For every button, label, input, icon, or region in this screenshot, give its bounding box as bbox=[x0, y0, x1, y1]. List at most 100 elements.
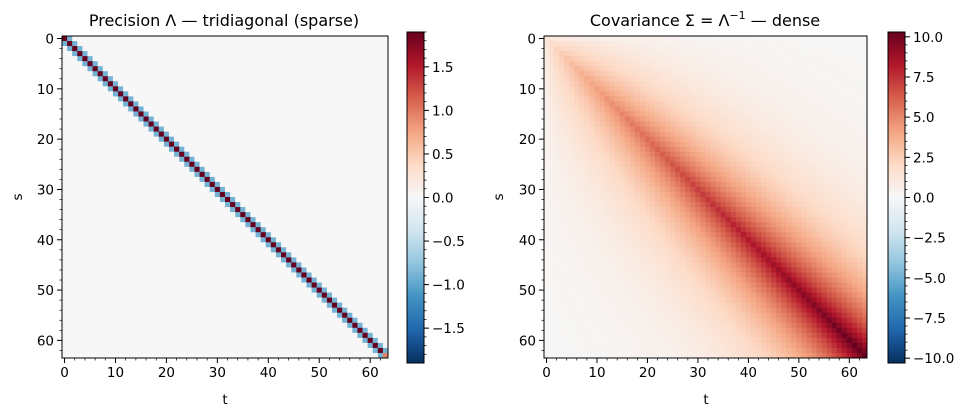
heatmap-cell bbox=[372, 237, 379, 243]
heatmap-cell bbox=[260, 126, 267, 132]
heatmap-cell bbox=[347, 111, 353, 117]
heatmap-cell bbox=[584, 81, 590, 87]
heatmap-cell bbox=[750, 46, 757, 52]
heatmap-cell bbox=[118, 242, 124, 248]
heatmap-cell bbox=[695, 81, 701, 87]
heatmap-cell bbox=[163, 202, 170, 208]
heatmap-cell bbox=[761, 46, 767, 52]
heatmap-cell bbox=[112, 297, 119, 304]
heatmap-cell bbox=[82, 272, 88, 278]
heatmap-cell bbox=[579, 71, 585, 77]
heatmap-cell bbox=[184, 156, 190, 163]
heatmap-cell bbox=[245, 131, 251, 138]
heatmap-cell bbox=[806, 56, 812, 62]
heatmap-cell bbox=[367, 322, 374, 329]
heatmap-cell bbox=[82, 312, 88, 319]
heatmap-cell bbox=[321, 171, 328, 178]
heatmap-cell bbox=[219, 116, 226, 122]
heatmap-cell bbox=[148, 347, 155, 354]
heatmap-cell bbox=[219, 347, 226, 354]
heatmap-cell bbox=[291, 202, 297, 208]
heatmap-cell bbox=[245, 272, 251, 278]
heatmap-cell bbox=[209, 297, 216, 304]
colorbar-swatch bbox=[407, 147, 424, 152]
colorbar-swatch bbox=[407, 172, 424, 176]
heatmap-cell bbox=[554, 51, 560, 57]
heatmap-cell bbox=[184, 347, 190, 354]
heatmap-cell bbox=[133, 312, 139, 319]
heatmap-cell bbox=[275, 262, 282, 268]
heatmap-cell bbox=[250, 247, 256, 253]
colorbar-swatch bbox=[407, 222, 424, 226]
heatmap-cell bbox=[62, 327, 68, 334]
heatmap-cell bbox=[569, 56, 575, 62]
heatmap-cell bbox=[189, 212, 195, 218]
heatmap-cell bbox=[204, 81, 211, 87]
heatmap-cell bbox=[786, 81, 792, 87]
heatmap-cell bbox=[372, 116, 379, 122]
heatmap-cell bbox=[67, 126, 73, 132]
heatmap-cell bbox=[128, 327, 134, 334]
heatmap-cell bbox=[138, 307, 144, 314]
heatmap-cell bbox=[372, 121, 379, 127]
heatmap-cell bbox=[153, 282, 160, 288]
heatmap-cell bbox=[265, 217, 272, 223]
heatmap-cell bbox=[851, 51, 858, 57]
heatmap-cell bbox=[265, 247, 272, 253]
heatmap-cell bbox=[655, 46, 661, 52]
heatmap-cell bbox=[77, 106, 83, 112]
heatmap-cell bbox=[811, 46, 817, 52]
heatmap-cell bbox=[316, 81, 323, 87]
heatmap-cell bbox=[685, 56, 691, 62]
heatmap-cell bbox=[362, 41, 369, 47]
heatmap-cell bbox=[77, 327, 83, 334]
heatmap-cell bbox=[372, 71, 379, 77]
heatmap-cell bbox=[230, 207, 236, 213]
heatmap-cell bbox=[107, 146, 114, 153]
heatmap-cell bbox=[133, 186, 139, 193]
heatmap-cell bbox=[801, 41, 807, 47]
heatmap-cell bbox=[128, 151, 134, 158]
heatmap-cell bbox=[347, 257, 353, 263]
heatmap-cell bbox=[690, 61, 696, 67]
heatmap-cell bbox=[250, 131, 256, 138]
heatmap-cell bbox=[861, 51, 868, 57]
heatmap-cell bbox=[214, 41, 221, 47]
heatmap-cell bbox=[102, 86, 109, 92]
heatmap-cell bbox=[168, 56, 175, 62]
heatmap-cell bbox=[235, 197, 241, 203]
heatmap-cell bbox=[214, 207, 221, 213]
heatmap-cell bbox=[685, 71, 691, 77]
heatmap-cell bbox=[204, 86, 211, 92]
heatmap-cell bbox=[87, 66, 93, 72]
heatmap-cell bbox=[270, 252, 277, 258]
heatmap-cell bbox=[347, 181, 353, 188]
heatmap-cell bbox=[123, 86, 129, 92]
heatmap-cell bbox=[245, 342, 251, 349]
heatmap-cell bbox=[311, 297, 318, 304]
heatmap-cell bbox=[209, 61, 216, 67]
heatmap-cell bbox=[168, 312, 175, 319]
heatmap-cell bbox=[301, 217, 307, 223]
heatmap-cell bbox=[199, 116, 206, 122]
heatmap-cell bbox=[235, 217, 241, 223]
heatmap-cell bbox=[128, 176, 134, 183]
heatmap-cell bbox=[82, 337, 88, 344]
heatmap-cell bbox=[347, 51, 353, 57]
heatmap-cell bbox=[260, 227, 267, 233]
heatmap-cell bbox=[347, 151, 353, 158]
heatmap-cell bbox=[230, 186, 236, 193]
heatmap-cell bbox=[184, 352, 190, 359]
x-tick-label: 30 bbox=[209, 365, 226, 381]
colorbar-swatch bbox=[407, 208, 424, 212]
heatmap-cell bbox=[92, 242, 99, 248]
heatmap-cell bbox=[163, 282, 170, 288]
heatmap-cell bbox=[255, 277, 262, 283]
heatmap-cell bbox=[240, 212, 246, 218]
heatmap-cell bbox=[564, 71, 570, 77]
heatmap-cell bbox=[158, 176, 165, 183]
heatmap-cell bbox=[665, 46, 671, 52]
heatmap-cell bbox=[97, 86, 104, 92]
heatmap-cell bbox=[331, 202, 338, 208]
heatmap-cell bbox=[240, 242, 246, 248]
